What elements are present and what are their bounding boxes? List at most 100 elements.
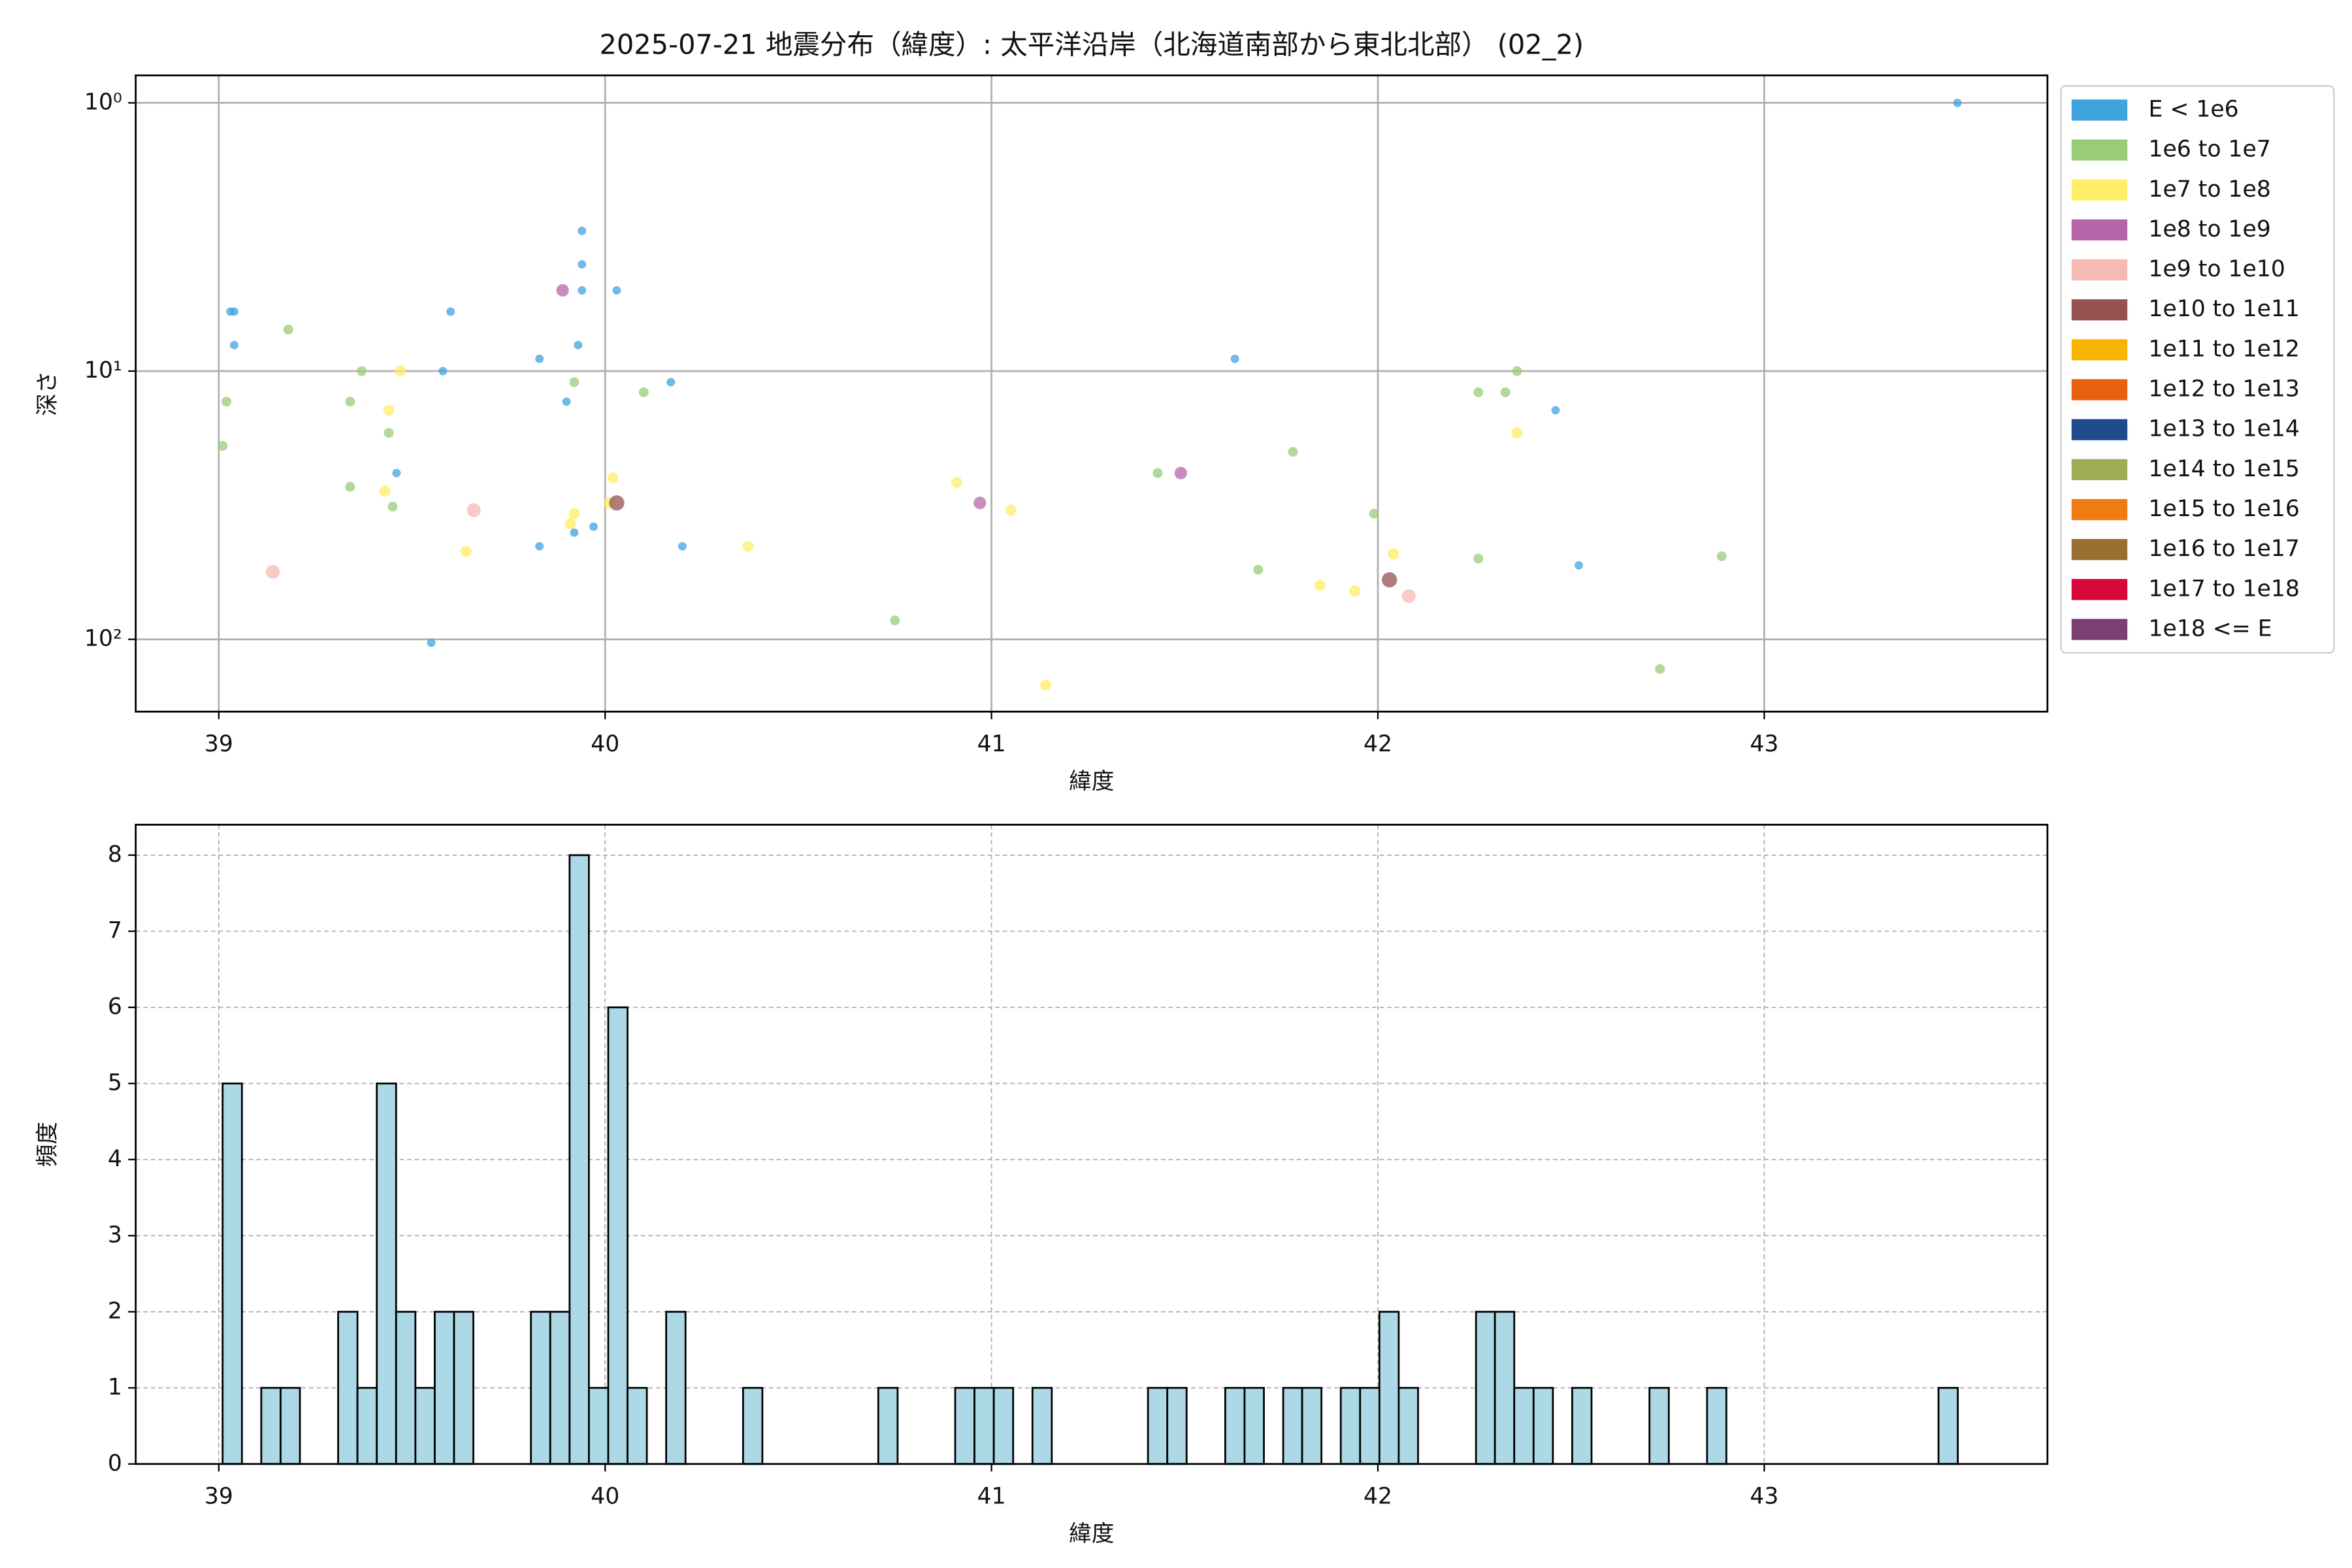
bar: [1494, 1311, 1516, 1465]
point: [578, 260, 587, 269]
y-tick-label: 8: [108, 841, 122, 868]
point: [1511, 427, 1523, 439]
bar: [395, 1311, 417, 1465]
y-tick-label: 4: [108, 1146, 122, 1172]
point: [678, 542, 687, 551]
bar: [607, 1006, 629, 1465]
point: [564, 517, 576, 529]
legend-label: 1e18 <= E: [2148, 615, 2272, 642]
point: [666, 378, 676, 387]
legend-swatch: [2071, 579, 2128, 600]
bar: [1937, 1386, 1959, 1465]
legend-label: 1e13 to 1e14: [2148, 416, 2299, 442]
point: [568, 508, 580, 519]
point: [383, 404, 395, 416]
point: [387, 501, 398, 512]
legend-label: 1e6 to 1e7: [2148, 137, 2270, 163]
point: [1288, 447, 1298, 457]
legend-label: 1e7 to 1e8: [2148, 176, 2270, 203]
point: [1039, 679, 1051, 691]
bar: [877, 1386, 899, 1465]
legend-label: 1e17 to 1e18: [2148, 576, 2299, 602]
x-tick-label: 42: [1364, 731, 1392, 757]
legend-label: 1e14 to 1e15: [2148, 456, 2299, 482]
point: [535, 354, 544, 363]
x-tick-label: 40: [591, 731, 619, 757]
y-axis-label: 頻度: [35, 1122, 61, 1167]
point: [345, 482, 355, 492]
legend-swatch: [2071, 259, 2128, 281]
point: [1314, 580, 1326, 591]
bar: [1648, 1386, 1670, 1465]
point: [466, 503, 481, 517]
legend-swatch: [2071, 619, 2128, 640]
point: [1512, 366, 1522, 376]
bar: [434, 1311, 455, 1465]
y-tick-label: 5: [108, 1070, 122, 1096]
x-tick-label: 43: [1750, 731, 1778, 757]
point: [446, 307, 455, 316]
point: [535, 542, 544, 551]
bar: [1397, 1386, 1419, 1465]
point: [221, 397, 232, 407]
point: [392, 468, 401, 478]
y-tick-label: 6: [108, 994, 122, 1020]
bar: [1243, 1386, 1265, 1465]
legend-swatch: [2071, 459, 2128, 480]
point: [607, 472, 619, 483]
legend-swatch: [2071, 339, 2128, 361]
point: [283, 324, 293, 335]
bar: [260, 1386, 282, 1465]
bar: [376, 1082, 397, 1465]
x-tick-label: 41: [977, 1484, 1006, 1510]
chart-title: 2025-07-21 地震分布（緯度）: 太平洋沿岸（北海道南部から東北北部） …: [599, 29, 1584, 61]
legend-swatch: [2071, 498, 2128, 521]
x-axis-label: 緯度: [1069, 769, 1114, 795]
legend-label: E < 1e6: [2148, 96, 2238, 122]
x-tick-label: 39: [204, 731, 233, 757]
legend-label: 1e8 to 1e9: [2148, 216, 2270, 242]
y-tick-label: 2: [108, 1298, 122, 1324]
point: [1473, 387, 1484, 398]
point: [890, 615, 900, 626]
legend-swatch: [2071, 99, 2128, 121]
x-tick-label: 42: [1364, 1484, 1392, 1510]
legend-label: 1e9 to 1e10: [2148, 256, 2285, 282]
point: [1575, 561, 1583, 570]
y-tick-label: 10⁰: [84, 89, 122, 115]
bar: [1475, 1311, 1496, 1465]
point: [266, 564, 280, 579]
bar: [973, 1386, 995, 1465]
x-tick-label: 43: [1750, 1484, 1778, 1510]
bar: [1706, 1386, 1727, 1465]
bar: [280, 1386, 301, 1465]
y-axis-label: 深さ: [35, 371, 61, 416]
point: [1716, 551, 1727, 561]
point: [1655, 664, 1665, 674]
point: [569, 377, 580, 387]
y-tick-label: 1: [108, 1374, 122, 1400]
point: [395, 365, 406, 377]
bar: [549, 1311, 571, 1465]
x-tick-label: 41: [977, 731, 1006, 757]
bar: [1359, 1386, 1380, 1465]
bar: [992, 1386, 1015, 1465]
point: [384, 428, 394, 438]
legend-label: 1e11 to 1e12: [2148, 336, 2299, 362]
bar: [1532, 1386, 1554, 1465]
bar: [221, 1082, 243, 1465]
x-tick-label: 40: [591, 1484, 619, 1510]
point: [1253, 564, 1264, 575]
bar: [1166, 1386, 1188, 1465]
point: [1473, 553, 1484, 564]
plot-frame: [135, 74, 2049, 713]
legend-box: [2060, 85, 2335, 654]
bar: [1301, 1386, 1323, 1465]
y-tick-label: 3: [108, 1222, 122, 1248]
point: [218, 440, 228, 451]
legend-label: 1e10 to 1e11: [2148, 296, 2299, 322]
point: [379, 485, 391, 497]
bar: [627, 1386, 648, 1465]
point: [562, 397, 571, 406]
